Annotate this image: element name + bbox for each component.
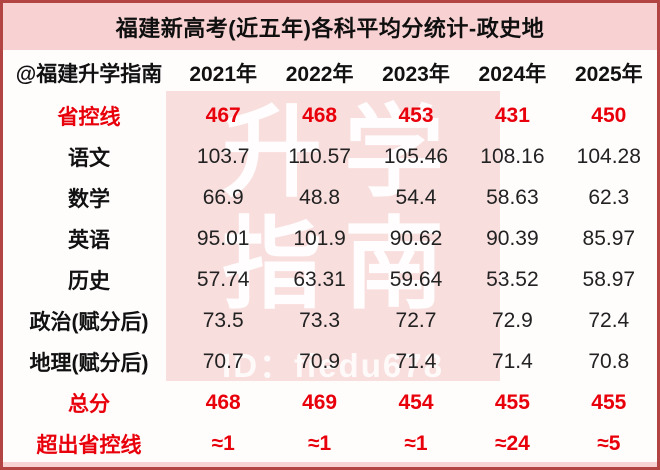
watermark-text-line2: 指南 (222, 209, 466, 321)
table-cell: 101.9 (293, 226, 346, 250)
table-cell: 110.57 (288, 144, 351, 168)
table-cell: 73.5 (202, 308, 244, 332)
table-cell: 108.16 (480, 144, 545, 168)
table-cell: 72.9 (491, 308, 533, 332)
table-cell: ≈24 (494, 431, 530, 455)
table-cell: 58.97 (582, 267, 636, 291)
title-band: 福建新高考(近五年)各科平均分统计-政史地 (3, 3, 657, 50)
table-cell: 66.9 (202, 185, 244, 209)
table-cell: 71.4 (395, 349, 437, 373)
row-label-english: 英语 (68, 228, 110, 252)
table-cell: 72.7 (395, 308, 437, 332)
row-label-total-score: 总分 (68, 392, 110, 416)
table-cell: 455 (494, 390, 530, 414)
watermark-text-line1: 升学 (222, 97, 466, 209)
table-cell: 95.01 (196, 226, 250, 250)
table-cell: 105.46 (383, 144, 449, 168)
column-header-2025: 2025年 (574, 62, 643, 86)
table-cell: 453 (398, 103, 434, 127)
table-cell: 467 (205, 103, 241, 127)
table-cell: 58.63 (486, 185, 539, 209)
table-cell: 431 (494, 103, 530, 127)
column-header-2022: 2022年 (285, 62, 354, 86)
table-cell: 63.31 (293, 267, 346, 291)
row-label-math: 数学 (68, 187, 110, 211)
row-label-exceed-control-line: 超出省控线 (36, 433, 142, 457)
table-cell: 90.39 (486, 226, 539, 250)
table-cell: 57.74 (196, 267, 250, 291)
page-title: 福建新高考(近五年)各科平均分统计-政史地 (115, 15, 545, 41)
table-cell: 62.3 (588, 185, 630, 209)
table-cell: 54.4 (395, 185, 437, 209)
table-cell: 71.4 (491, 349, 533, 373)
row-label-chinese: 语文 (68, 146, 110, 170)
table-cell: 59.64 (389, 267, 443, 291)
bottom-accent-strip (3, 462, 657, 467)
row-label-province-control-line: 省控线 (57, 105, 121, 129)
table-cell: 469 (302, 390, 338, 414)
row-label-history: 历史 (68, 269, 110, 293)
table-cell: 454 (398, 390, 434, 414)
table-cell: 103.7 (196, 144, 250, 168)
table-cell: 73.3 (299, 308, 341, 332)
table-cell: 468 (302, 103, 338, 127)
table-cell: ≈1 (211, 431, 235, 455)
table-cell: ≈1 (307, 431, 332, 455)
table-cell: 85.97 (582, 226, 636, 250)
table-cell: 455 (591, 390, 627, 414)
table-cell: 53.52 (486, 267, 539, 291)
table-cell: 70.9 (299, 349, 341, 373)
table-cell: ≈1 (404, 431, 428, 455)
table-cell: 48.8 (299, 185, 341, 209)
table-cell: ≈5 (597, 431, 621, 455)
row-label-geography: 地理(赋分后) (29, 351, 149, 375)
source-label: @福建升学指南 (15, 62, 163, 86)
column-header-2024: 2024年 (478, 62, 547, 86)
table-cell: 70.7 (202, 349, 244, 373)
stats-table: @福建升学指南 2021年 2022年 2023年 2024年 2025年 省控… (3, 50, 657, 464)
row-label-politics: 政治(赋分后) (29, 310, 149, 334)
table-cell: 104.28 (576, 144, 641, 168)
table-cell: 70.8 (588, 349, 630, 373)
table-cell: 90.62 (389, 226, 443, 250)
column-header-2023: 2023年 (382, 62, 450, 86)
column-header-2021: 2021年 (189, 62, 258, 86)
table-cell: 72.4 (588, 308, 630, 332)
table-cell: 450 (591, 103, 627, 127)
table-cell: 468 (205, 390, 241, 414)
watermark: 升学 指南 ID：fiedu678 (166, 91, 500, 381)
watermark-id: ID：fiedu678 (222, 347, 444, 381)
